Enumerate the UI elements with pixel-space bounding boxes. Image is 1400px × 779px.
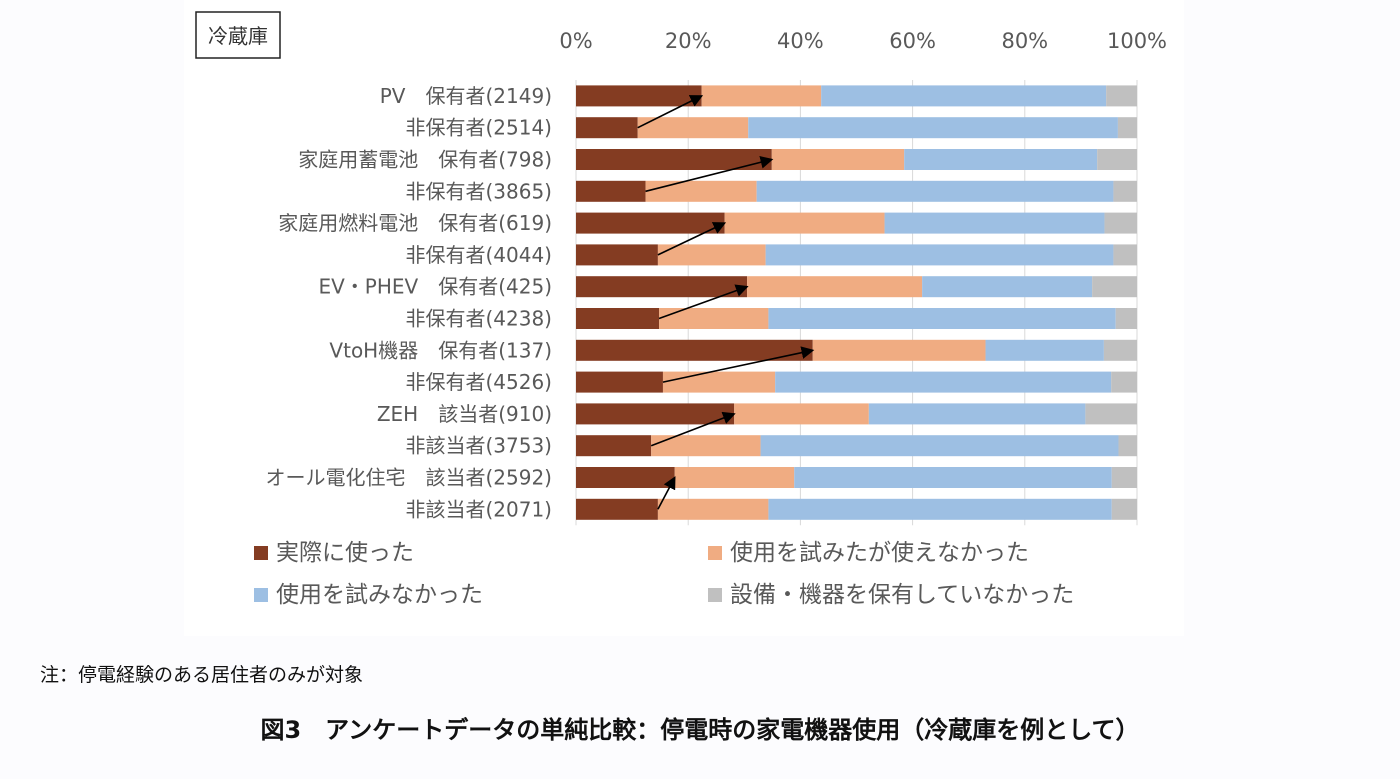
bar-segment	[1118, 435, 1137, 457]
category-label: EV・PHEV 保有者(425)	[318, 275, 552, 299]
legend-swatch	[254, 588, 268, 602]
x-tick-label: 20%	[665, 29, 712, 53]
category-label: 非保有者(2514)	[405, 116, 552, 140]
bar-segment	[821, 85, 1107, 107]
bar-segment	[724, 212, 885, 234]
x-tick-label: 60%	[889, 29, 936, 53]
comparison-arrow	[657, 476, 676, 510]
bar-segment	[1117, 117, 1137, 139]
bar-segment	[576, 339, 813, 361]
comparison-arrow	[658, 284, 749, 320]
category-label: 非保有者(3865)	[405, 179, 552, 203]
legend-label: 実際に使った	[276, 540, 414, 566]
category-label: 家庭用蓄電池 保有者(798)	[298, 148, 552, 172]
bar-segment	[765, 244, 1114, 266]
category-label: 非該当者(3753)	[405, 434, 552, 458]
bar-segment	[1111, 467, 1137, 488]
category-label: 非保有者(4238)	[405, 307, 552, 331]
bar-segment	[768, 498, 1112, 520]
bar-segment	[576, 85, 702, 107]
legend-swatch	[708, 588, 722, 602]
bar-segment	[1106, 85, 1137, 107]
stacked-bar-chart: 冷蔵庫 0% 20% 40% 60% 80% 100% PV 保有者(2149) 非保有者(25…	[195, 11, 1167, 608]
bar-segment	[756, 180, 1114, 202]
category-label: オール電化住宅 該当者(2592)	[265, 466, 552, 490]
x-tick-label: 80%	[1001, 29, 1048, 53]
bar-segment	[771, 149, 905, 170]
bar-segment	[922, 276, 1093, 298]
bar-segment	[1097, 149, 1137, 170]
category-label: 非該当者(2071)	[405, 497, 552, 521]
bar-segment	[1104, 212, 1137, 234]
chart-note: 注：停電経験のある居住者のみが対象	[40, 664, 364, 686]
comparison-arrow	[662, 346, 815, 383]
category-label: 非保有者(4526)	[405, 370, 552, 394]
bar-segment	[1113, 180, 1137, 202]
bar-segment	[812, 339, 986, 361]
x-tick-label: 40%	[777, 29, 824, 53]
category-label: 非保有者(4044)	[405, 243, 552, 267]
bar-segment	[775, 371, 1112, 393]
category-label: 家庭用燃料電池 保有者(619)	[278, 211, 552, 235]
bar-segment	[576, 498, 658, 520]
x-tick-label: 100%	[1107, 29, 1167, 53]
chart-panel: 冷蔵庫 0% 20% 40% 60% 80% 100% PV 保有者(2149) 非保有者(25…	[184, 0, 1184, 636]
bar-segment	[662, 371, 776, 393]
figure-caption: 図3 アンケートデータの単純比較：停電時の家電機器使用（冷蔵庫を例として）	[260, 716, 1140, 744]
bar-segment	[794, 467, 1112, 488]
legend-label: 使用を試みたが使えなかった	[730, 540, 1029, 566]
bar-segment	[1103, 339, 1137, 361]
chart-title-box	[195, 11, 281, 59]
legend-label: 設備・機器を保有していなかった	[730, 582, 1074, 608]
bar-segment	[1115, 308, 1137, 329]
bar-segment	[657, 244, 766, 266]
category-label: ZEH 該当者(910)	[377, 402, 552, 426]
x-tick-label: 0%	[559, 29, 592, 53]
bar-segment	[760, 435, 1119, 457]
chart-title: 冷蔵庫	[208, 24, 268, 48]
bar-segment	[576, 467, 675, 488]
bar-segment	[651, 435, 761, 457]
category-label: VtoH機器 保有者(137)	[329, 338, 552, 362]
category-label: PV 保有者(2149)	[380, 84, 552, 108]
bar-segment	[657, 498, 769, 520]
bar-segment	[1111, 371, 1137, 393]
bar-segment	[734, 403, 869, 425]
bar-segment	[576, 244, 658, 266]
bar-segment	[1113, 244, 1137, 266]
comparison-arrow	[650, 411, 736, 447]
bar-segment	[576, 117, 638, 139]
bar-segment	[576, 403, 735, 425]
bar-segment	[659, 308, 769, 329]
bar-segment	[576, 371, 663, 393]
bar-segment	[645, 180, 757, 202]
bar-segment	[884, 212, 1105, 234]
bar-segment	[985, 339, 1104, 361]
bar-segment	[1092, 276, 1137, 298]
bar-segment	[576, 149, 772, 170]
comparison-arrow	[637, 95, 704, 129]
bar-segment	[904, 149, 1098, 170]
bar-segment	[576, 180, 646, 202]
bar-segment	[576, 212, 725, 234]
bar-segment	[576, 308, 660, 329]
legend-swatch	[708, 546, 722, 560]
comparison-arrow	[645, 156, 774, 193]
legend-label: 使用を試みなかった	[276, 582, 483, 608]
bar-segment	[1111, 498, 1137, 520]
bar-segment	[637, 117, 749, 139]
legend-swatch	[254, 546, 268, 560]
bar-segment	[747, 276, 923, 298]
bar-segment	[701, 85, 822, 107]
bar-segment	[576, 435, 652, 457]
bar-segment	[1085, 403, 1137, 425]
bar-segment	[674, 467, 795, 488]
comparison-arrow	[657, 222, 727, 256]
bar-segment	[868, 403, 1086, 425]
bar-segment	[768, 308, 1116, 329]
bar-segment	[748, 117, 1118, 139]
bar-segment	[576, 276, 748, 298]
